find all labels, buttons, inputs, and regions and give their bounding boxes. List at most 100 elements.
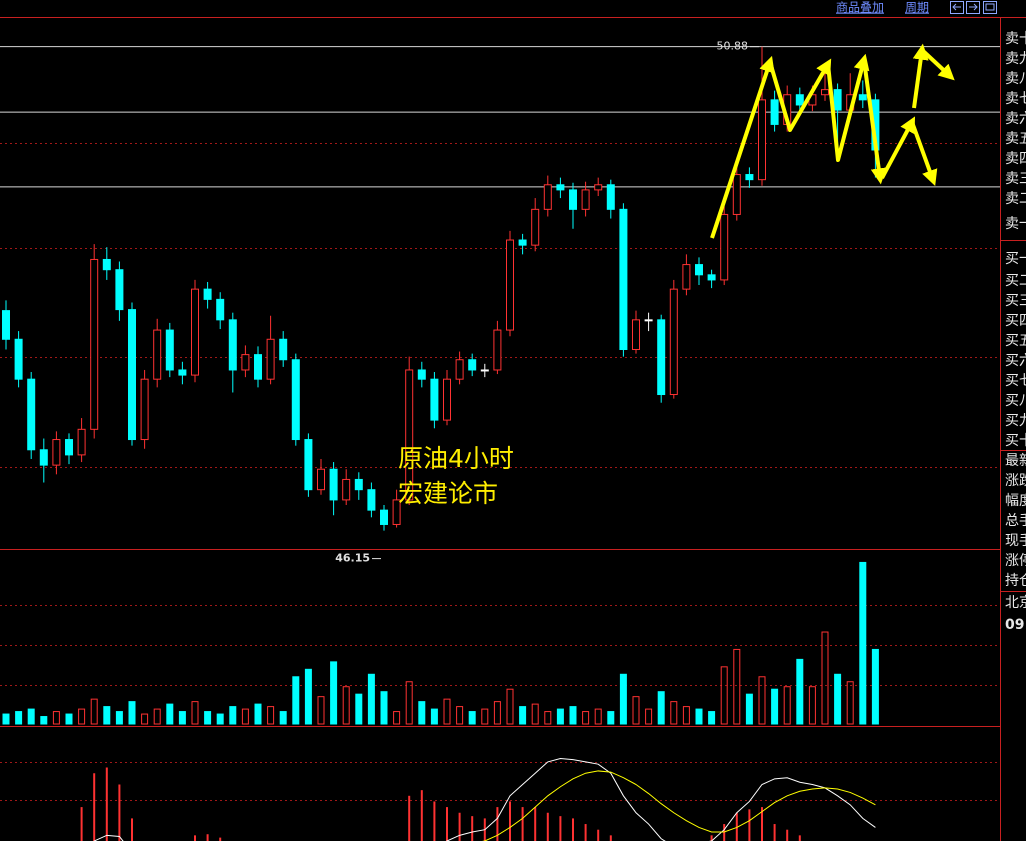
side-label: 买十: [1005, 433, 1026, 449]
overlay-button[interactable]: 商品叠加: [836, 0, 884, 15]
volume-bar: [65, 713, 73, 725]
side-label: 涨停: [1005, 552, 1026, 569]
candle-body: [682, 264, 691, 290]
side-label: 买九: [1005, 413, 1026, 429]
candle-body: [392, 499, 401, 525]
side-panel: 卖十卖九卖八卖七卖六卖五卖四卖三卖二卖一买一买二买三买四买五买六买七买八买九买十…: [1005, 31, 1026, 633]
candle-body: [732, 174, 741, 215]
candle-body: [153, 329, 162, 380]
volume-bar: [355, 693, 363, 725]
volume-bar: [304, 668, 312, 725]
volume-bar: [531, 703, 539, 725]
side-label: 卖五: [1005, 131, 1026, 147]
candle-body: [518, 239, 527, 246]
candle-body: [758, 99, 766, 181]
side-label: 卖七: [1005, 91, 1026, 107]
candle-body: [405, 369, 414, 501]
volume-bar: [758, 676, 766, 725]
volume-bar: [834, 673, 842, 725]
side-label: 卖十: [1005, 31, 1026, 47]
candle-body: [342, 478, 351, 501]
side-label: 买三: [1005, 293, 1026, 309]
volume-bar: [493, 701, 501, 725]
candle-body: [90, 258, 99, 430]
volume-bar: [556, 708, 564, 725]
side-label: 买一: [1005, 251, 1026, 267]
side-label: 北京: [1005, 595, 1026, 611]
volume-bar: [645, 708, 653, 725]
candle-body: [39, 449, 48, 466]
volume-bar: [544, 711, 552, 725]
candle-body: [191, 288, 199, 376]
hand-drawn-arrows: [710, 43, 955, 239]
volume-bar: [90, 698, 98, 725]
candle-body: [27, 378, 36, 451]
side-label: 最新: [1005, 453, 1026, 469]
candle-body: [216, 298, 225, 321]
volume-bar: [418, 701, 426, 725]
candle-body: [52, 439, 61, 466]
side-label: 总手: [1005, 513, 1026, 529]
side-label: 卖三: [1005, 171, 1026, 187]
volume-bar: [720, 666, 728, 725]
volume-bar: [569, 706, 577, 725]
volume-bar: [594, 708, 602, 725]
side-label: 买四: [1005, 313, 1026, 329]
candle-body: [695, 264, 703, 276]
volume-bar: [267, 706, 275, 725]
volume-bar: [859, 561, 867, 725]
side-label: 卖九: [1005, 51, 1026, 67]
volume-bar: [178, 711, 186, 725]
volume-bar: [254, 703, 262, 725]
candle-body: [443, 378, 451, 421]
volume-bar: [52, 711, 60, 725]
volume-bar: [443, 698, 451, 725]
side-label: 卖四: [1005, 151, 1026, 167]
candle-body: [606, 184, 615, 210]
volume-bar: [115, 711, 123, 725]
volume-bar: [733, 648, 741, 725]
macd-line: [93, 758, 876, 841]
volume-bar: [229, 706, 237, 725]
candle-body: [795, 94, 804, 106]
volume-bar: [292, 676, 300, 725]
candle-body: [594, 184, 603, 191]
candle-body: [669, 288, 678, 396]
candle-body: [480, 369, 489, 372]
volume-bar: [166, 703, 174, 725]
candle-body: [657, 319, 666, 396]
candle-body: [241, 354, 250, 371]
volume-bar: [632, 696, 640, 725]
candle-body: [619, 208, 628, 351]
candle-body: [304, 439, 313, 491]
volume-bar: [808, 686, 816, 725]
window-buttons[interactable]: [950, 1, 997, 14]
side-label: 买五: [1005, 333, 1026, 349]
candle-body: [65, 439, 73, 456]
volume-bar: [405, 681, 413, 725]
side-label: 买二: [1005, 273, 1026, 289]
frame: [0, 17, 1026, 841]
volume-bar: [796, 658, 804, 725]
high-price-label: 50.88: [717, 40, 749, 53]
candle-body: [228, 319, 237, 371]
candle-body: [556, 184, 565, 191]
volume-bar: [481, 708, 489, 725]
candle-body: [493, 329, 502, 371]
volume-bar: [846, 681, 854, 725]
candle-body: [569, 189, 577, 210]
low-price-label: 46.15: [335, 552, 370, 565]
volume-bar: [519, 706, 527, 725]
volume-bar: [367, 673, 375, 725]
period-button[interactable]: 周期: [905, 1, 929, 15]
volume-bar: [456, 706, 464, 725]
candle-body: [644, 319, 653, 322]
volume-bar: [103, 706, 111, 725]
volume-bar: [506, 688, 514, 725]
volume-bar: [393, 711, 401, 725]
annotation: 原油4小时: [398, 444, 514, 473]
candle-body: [115, 269, 124, 311]
volume-bar: [619, 673, 627, 725]
